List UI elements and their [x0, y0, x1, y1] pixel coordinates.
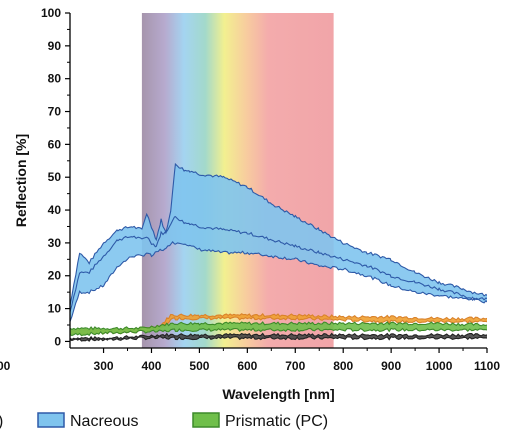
nacreous-upper-line — [70, 162, 487, 306]
legend-label-nacreous: Nacreous — [70, 413, 138, 430]
x-tick-label-1000: 1000 — [426, 359, 453, 373]
legend-swatch-prismatic-pc — [192, 412, 220, 428]
legend-item-prismatic-pc: Prismatic (PC) — [192, 412, 328, 430]
y-tick-label-90: 90 — [48, 39, 62, 53]
x-tick-label-400: 400 — [141, 359, 161, 373]
x-tick-label-1100: 1100 — [474, 359, 500, 373]
y-tick-label-100: 100 — [41, 6, 61, 20]
visible-spectrum-band — [141, 13, 334, 348]
x-tick-label-800: 800 — [333, 359, 353, 373]
y-tick-label-40: 40 — [48, 203, 62, 217]
y-tick-label-0: 0 — [54, 334, 61, 348]
prismatic-pc-upper-line — [70, 321, 487, 331]
x-tick-label-700: 700 — [285, 359, 305, 373]
nacreous-band — [70, 164, 487, 322]
unlabeled-curve-2-upper-line — [70, 332, 487, 341]
cut-off-legend-fragment: ) — [0, 413, 3, 430]
unlabeled-curve-1-band — [70, 313, 487, 335]
y-tick-label-60: 60 — [48, 137, 62, 151]
unlabeled-curve-2-band — [70, 333, 487, 342]
x-tick-label-600: 600 — [237, 359, 257, 373]
legend-item-nacreous: Nacreous — [37, 412, 138, 430]
nacreous-mean-line — [70, 215, 487, 313]
legend-label-prismatic-pc: Prismatic (PC) — [225, 413, 328, 430]
x-tick-label-900: 900 — [381, 359, 401, 373]
prismatic-pc-lower-line — [70, 327, 487, 337]
y-tick-label-80: 80 — [48, 72, 62, 86]
y-tick-label-70: 70 — [48, 105, 62, 119]
prismatic-pc-band — [70, 322, 487, 336]
y-tick-label-20: 20 — [48, 269, 62, 283]
cut-off-tick-label: 00 — [0, 359, 11, 373]
nacreous-lower-line — [70, 241, 487, 322]
x-tick-label-500: 500 — [189, 359, 209, 373]
y-tick-label-30: 30 — [48, 236, 62, 250]
x-tick-label-300: 300 — [94, 359, 114, 373]
y-tick-label-10: 10 — [48, 302, 62, 316]
y-tick-label-50: 50 — [48, 170, 62, 184]
y-axis-title: Reflection [%] — [13, 134, 29, 227]
unlabeled-curve-2-lower-line — [70, 335, 487, 342]
x-axis-title: Wavelength [nm] — [222, 386, 334, 402]
legend-swatch-nacreous — [37, 412, 65, 428]
